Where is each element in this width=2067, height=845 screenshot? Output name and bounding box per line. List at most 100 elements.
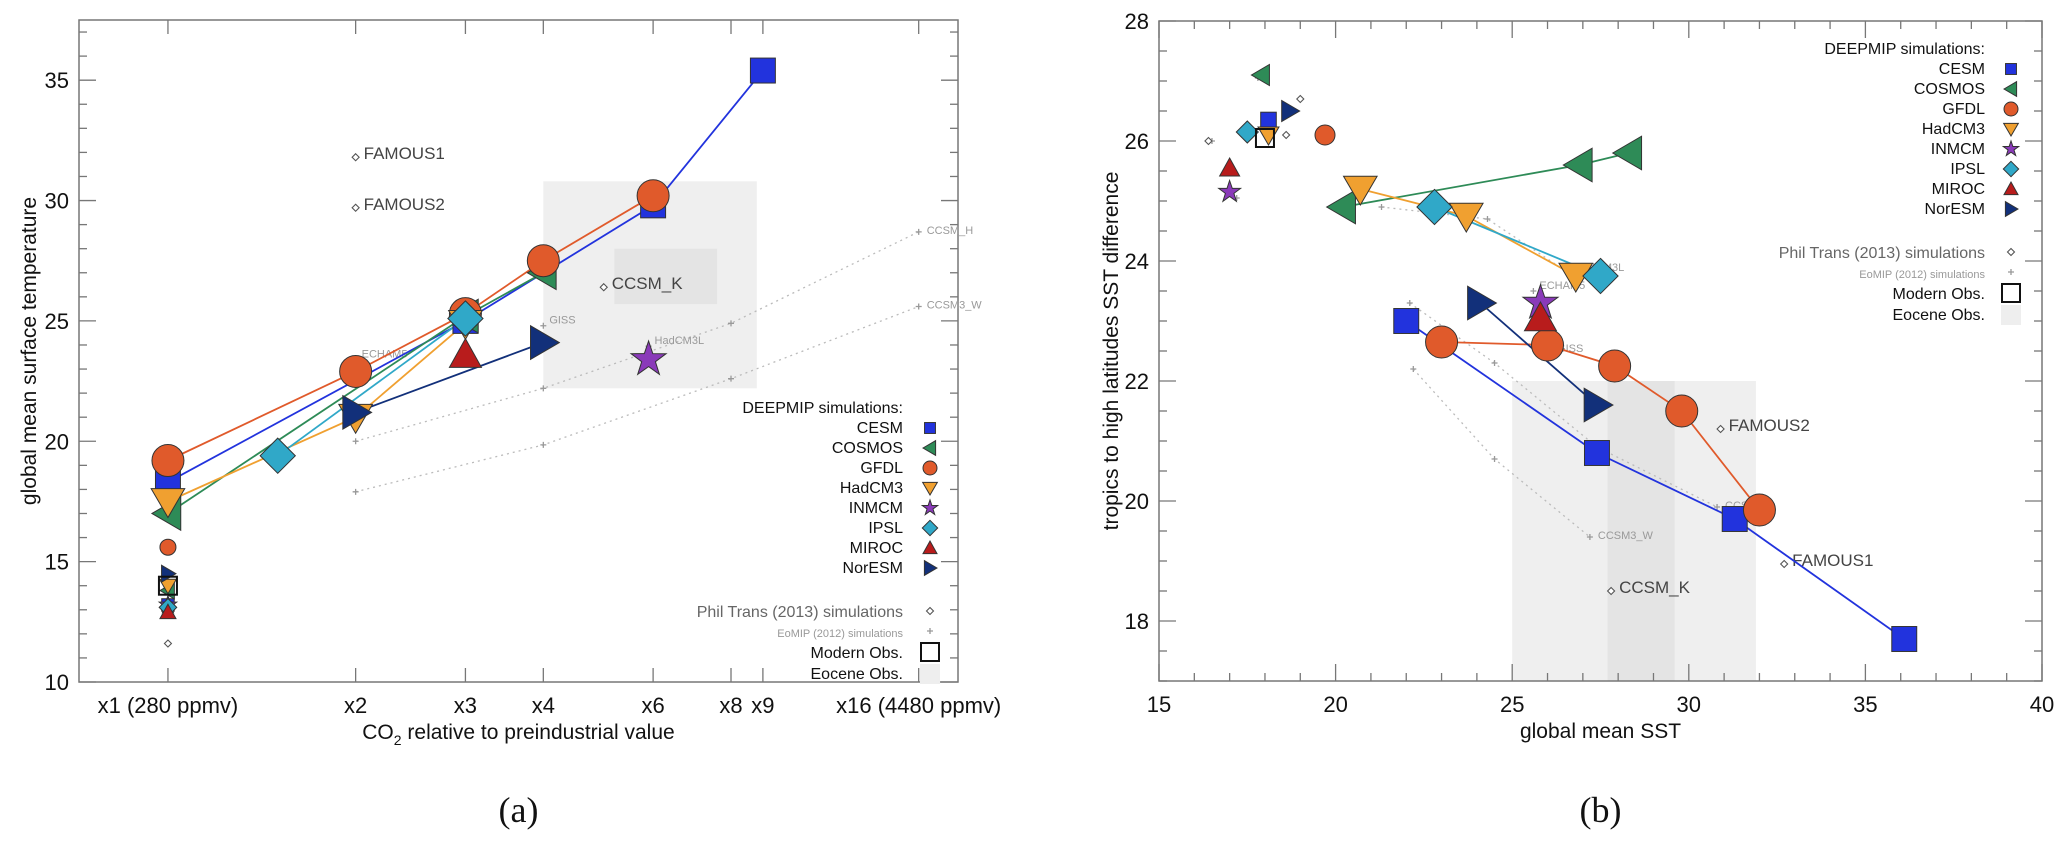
x-axis-title-main: CO [362, 721, 394, 744]
eomip-label: ECHAM5 [362, 348, 408, 360]
legend-marker-ipsl [2002, 160, 2020, 178]
eomip-point [915, 303, 922, 310]
philtrans-point [1296, 94, 1305, 104]
marker-gfdl [1425, 325, 1459, 359]
series-line-noresm [355, 341, 544, 414]
x-tick-label: x6 [641, 693, 664, 718]
y-tick-label: 24 [1125, 249, 1149, 274]
marker-hadcm3 [1342, 175, 1378, 206]
x-tick-label: x1 (280 ppmv) [98, 693, 239, 718]
eomip-point [540, 322, 547, 329]
pi-marker-miroc [159, 603, 177, 620]
legend-marker-ipsl [921, 519, 939, 537]
legend-label: CESM [857, 420, 903, 437]
y-tick-label: 28 [1125, 9, 1149, 34]
y-tick-label: 25 [45, 309, 69, 334]
x-axis-title: global mean SST [1520, 720, 1681, 743]
legend-label: NorESM [843, 560, 903, 577]
eocene-obs-core [1607, 381, 1675, 681]
philtrans-point [1779, 559, 1789, 569]
x-axis-title-rest: relative to preindustrial value [402, 721, 675, 744]
legend-label: EoMIP (2012) simulations [1859, 269, 1985, 281]
philtrans-label: FAMOUS1 [1792, 551, 1873, 570]
legend-label: EoMIP (2012) simulations [777, 628, 903, 640]
x-tick-label: x16 (4480 ppmv) [836, 693, 1001, 718]
philtrans-label: FAMOUS2 [364, 195, 445, 214]
legend-label: HadCM3 [840, 480, 903, 497]
pi-marker-gfdl [159, 538, 177, 556]
legend-marker-cosmos [922, 439, 937, 457]
eomip-label: CCSM3_W [1598, 530, 1654, 542]
legend-eomip-icon [927, 628, 933, 634]
eomip-point [352, 438, 359, 445]
legend-label: MIROC [850, 540, 903, 557]
legend-label: Modern Obs. [1893, 286, 1985, 303]
modern-obs-marker [1254, 128, 1275, 148]
marker-cosmos [1611, 135, 1643, 171]
eomip-point [1714, 504, 1721, 510]
pi-marker-gfdl [1314, 124, 1336, 146]
y-tick-label: 10 [45, 670, 69, 695]
legend-philtrans-icon [925, 606, 935, 616]
eomip-point [915, 228, 922, 235]
panel-label: (a) [499, 790, 539, 830]
legend-marker-noresm [2004, 200, 2019, 218]
marker-gfdl [526, 244, 560, 278]
legend-label: COSMOS [832, 440, 903, 457]
eomip-label: GISS [549, 315, 575, 327]
marker-gfdl [151, 444, 185, 478]
legend-eomip-icon [2008, 269, 2014, 275]
x-tick-label: 25 [1500, 692, 1524, 717]
philtrans-label: CCSM_K [612, 274, 684, 293]
legend-marker-cesm [2005, 63, 2017, 75]
marker-noresm [342, 394, 373, 431]
pi-marker-miroc [1218, 156, 1241, 177]
marker-cesm [749, 57, 776, 84]
eomip-point [728, 375, 735, 382]
marker-gfdl [1598, 349, 1632, 383]
eomip-label: CCSM3_W [927, 299, 983, 311]
marker-noresm [1583, 387, 1614, 423]
eomip-point [1530, 288, 1537, 294]
legend-marker-inmcm [920, 498, 940, 516]
legend-marker-gfdl [2003, 101, 2019, 117]
eomip-line [355, 305, 919, 493]
marker-ipsl [1416, 188, 1453, 226]
eomip-point [540, 441, 547, 448]
pi-marker-noresm [161, 564, 177, 583]
philtrans-point [1716, 424, 1725, 434]
legend-label: HadCM3 [1922, 121, 1985, 138]
legend-label: CESM [1939, 61, 1985, 78]
legend-marker-hadcm3 [921, 481, 939, 496]
marker-ipsl [1582, 257, 1619, 295]
y-axis-title: global mean surface temperature [18, 197, 41, 505]
y-tick-label: 18 [1125, 609, 1149, 634]
x-tick-label: x3 [454, 693, 477, 718]
philtrans-point [599, 282, 609, 292]
eomip-point [1410, 366, 1417, 372]
eomip-point [1491, 456, 1498, 462]
y-tick-label: 20 [1125, 489, 1149, 514]
x-tick-label: x2 [344, 693, 367, 718]
marker-gfdl [1665, 394, 1699, 428]
marker-cesm [1891, 626, 1918, 652]
y-tick-label: 22 [1125, 369, 1149, 394]
x-tick-label: x4 [532, 693, 555, 718]
eomip-point [1378, 204, 1385, 210]
x-tick-label: 40 [2030, 692, 2054, 717]
legend-label: Eocene Obs. [811, 666, 904, 683]
legend: DEEPMIP simulations: CESM COSMOS GFDL HadCM3… [1779, 41, 2021, 325]
marker-gfdl [636, 179, 670, 213]
eomip-label: HadCM3L [655, 335, 705, 347]
marker-noresm [530, 324, 561, 361]
legend-modern-icon [920, 642, 940, 662]
legend-title: DEEPMIP simulations: [742, 400, 903, 417]
panel-b: 18 20 22 24 26 28 15 20 25 30 35 40 global mean SST t… [1100, 9, 2054, 830]
y-tick-label: 26 [1125, 129, 1149, 154]
legend-philtrans-icon [2006, 247, 2016, 257]
y-axis-title: tropics to high latitudes SST difference [1100, 172, 1123, 531]
panel-label: (b) [1580, 790, 1622, 830]
eocene-obs-core [614, 248, 718, 305]
legend-label: IPSL [1950, 161, 1985, 178]
